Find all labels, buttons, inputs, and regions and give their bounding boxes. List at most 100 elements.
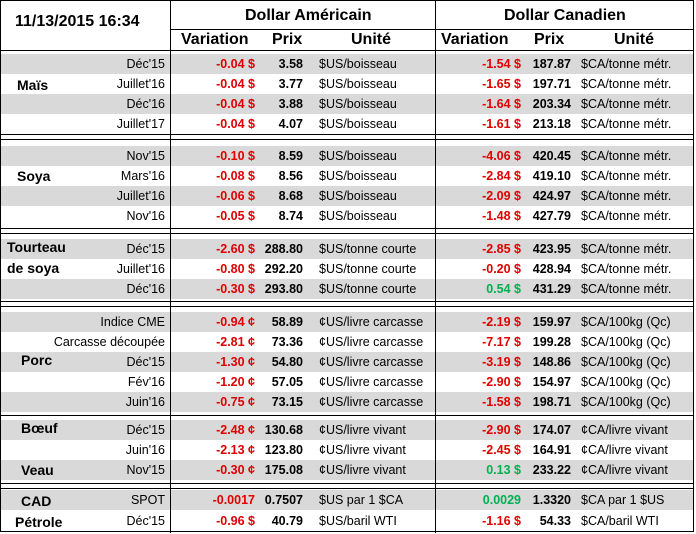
- usd-price: 40.79: [271, 514, 303, 528]
- contract-label: Déc'15: [126, 242, 165, 256]
- cad-unit: ¢CA/livre vivant: [581, 443, 668, 457]
- usd-variation: -0.30 ¢: [216, 463, 255, 477]
- usd-variation: -0.80 $: [216, 262, 255, 276]
- cad-variation: -2.84 $: [482, 169, 521, 183]
- usd-variation: -0.10 $: [216, 149, 255, 163]
- cad-variation: -1.54 $: [482, 57, 521, 71]
- usd-unit: $US/tonne courte: [319, 282, 417, 296]
- contract-label: Déc'15: [126, 355, 165, 369]
- usd-variation: -2.48 ¢: [216, 423, 255, 437]
- usd-unit: ¢US/livre carcasse: [319, 355, 424, 369]
- cad-unit: $CA/tonne métr.: [581, 97, 672, 111]
- cad-unit: $CA/tonne métr.: [581, 77, 672, 91]
- usd-variation: -2.13 ¢: [216, 443, 255, 457]
- contract-label: Juillet'17: [116, 117, 165, 131]
- usd-unite-header: Unité: [351, 31, 391, 48]
- table-row: Déc'15 -2.48 ¢ 130.68 ¢US/livre vivant -2.90…: [1, 420, 693, 440]
- cad-variation: -1.48 $: [482, 209, 521, 223]
- contract-label: Déc'16: [126, 97, 165, 111]
- cad-variation: -2.90 $: [482, 423, 521, 437]
- usd-price: 58.89: [271, 315, 303, 329]
- usd-variation: -1.30 ¢: [216, 355, 255, 369]
- cad-unit: ¢CA/livre vivant: [581, 423, 668, 437]
- contract-label: Juin'16: [125, 395, 165, 409]
- cad-price: 419.10: [532, 169, 571, 183]
- cad-price: 159.97: [532, 315, 571, 329]
- table-row: Déc'15 -0.04 $ 3.58 $US/boisseau -1.54 $ 187.…: [1, 54, 693, 74]
- table-row: Nov'15 -0.30 ¢ 175.08 ¢US/livre vivant 0.13 …: [1, 460, 693, 480]
- cad-price: 54.33: [539, 514, 571, 528]
- cad-price: 199.28: [532, 335, 571, 349]
- cad-unit: $CA/tonne métr.: [581, 209, 672, 223]
- usd-unit: $US par 1 $CA: [319, 493, 404, 507]
- usd-variation: -2.81 ¢: [216, 335, 255, 349]
- usd-unit: $US/boisseau: [319, 149, 397, 163]
- usd-unit: ¢US/livre carcasse: [319, 375, 424, 389]
- table-row: Déc'16 -0.30 $ 293.80 $US/tonne courte 0.54 …: [1, 279, 693, 299]
- contract-label: Juillet'16: [116, 77, 165, 91]
- usd-variation: -0.04 $: [216, 57, 255, 71]
- cad-unit: $CA/tonne métr.: [581, 117, 672, 131]
- usd-unit: $US/boisseau: [319, 97, 397, 111]
- usd-price: 293.80: [264, 282, 303, 296]
- group-label-petrole: Pétrole: [15, 514, 63, 530]
- usd-price: 123.80: [264, 443, 303, 457]
- table-row: Déc'15 -1.30 ¢ 54.80 ¢US/livre carcasse -3.1…: [1, 352, 693, 372]
- usd-unit: ¢US/livre vivant: [319, 463, 406, 477]
- usd-unit: $US/boisseau: [319, 77, 397, 91]
- usd-price: 3.88: [278, 97, 303, 111]
- cad-price: 148.86: [532, 355, 571, 369]
- usd-variation: -0.96 $: [216, 514, 255, 528]
- cad-variation-header: Variation: [441, 31, 509, 48]
- usd-price: 4.07: [278, 117, 303, 131]
- contract-label: Indice CME: [100, 315, 165, 329]
- contract-label: Juillet'16: [116, 262, 165, 276]
- cad-variation: -7.17 $: [482, 335, 521, 349]
- contract-label: SPOT: [130, 493, 165, 507]
- usd-variation: -0.04 $: [216, 97, 255, 111]
- cad-price: 187.87: [532, 57, 571, 71]
- group-label-porc: Porc: [21, 352, 53, 368]
- usd-variation: -0.05 $: [216, 209, 255, 223]
- usd-unit: ¢US/livre carcasse: [319, 395, 424, 409]
- table-row: Nov'16 -0.05 $ 8.74 $US/boisseau -1.48 $ 427.…: [1, 206, 693, 226]
- cad-variation: 0.54 $: [486, 282, 521, 296]
- cad-unit: $CA/100kg (Qc): [581, 395, 671, 409]
- table-row: Juillet'16 -0.04 $ 3.77 $US/boisseau -1.65 $…: [1, 74, 693, 94]
- table-row: Déc'15 -2.60 $ 288.80 $US/tonne courte -2.85…: [1, 239, 693, 259]
- usd-unit: $US/tonne courte: [319, 262, 417, 276]
- cad-unite-header: Unité: [614, 31, 654, 48]
- group-label-tourteau: Tourteau de soya: [7, 239, 66, 276]
- usd-price: 54.80: [271, 355, 303, 369]
- contract-label: Déc'15: [126, 423, 165, 437]
- usd-prix-header: Prix: [272, 31, 303, 48]
- table-row: Déc'16 -0.04 $ 3.88 $US/boisseau -1.64 $ 203.…: [1, 94, 693, 114]
- contract-label: Nov'15: [126, 149, 165, 163]
- contract-label: Juin'16: [125, 443, 165, 457]
- cad-unit: $CA/baril WTI: [581, 514, 659, 528]
- usd-unit: $US/boisseau: [319, 189, 397, 203]
- cad-price: 197.71: [532, 77, 571, 91]
- group-label-mais: Maïs: [17, 77, 49, 93]
- cad-price: 428.94: [532, 262, 571, 276]
- cad-unit: $CA/tonne métr.: [581, 57, 672, 71]
- cad-price: 203.34: [532, 97, 571, 111]
- table-row: Déc'15 -0.96 $ 40.79 $US/baril WTI -1.16 $ 54…: [1, 511, 693, 531]
- contract-label: Nov'15: [126, 463, 165, 477]
- cad-variation: -1.64 $: [482, 97, 521, 111]
- usd-variation: -0.04 $: [216, 77, 255, 91]
- cad-unit: $CA/tonne métr.: [581, 169, 672, 183]
- table-row: Juillet'17 -0.04 $ 4.07 $US/boisseau -1.61 $…: [1, 114, 693, 134]
- group-separator: [1, 301, 693, 307]
- usd-unit: ¢US/livre carcasse: [319, 315, 424, 329]
- usd-price: 8.59: [278, 149, 303, 163]
- cad-price: 1.3320: [532, 493, 571, 507]
- usd-price: 3.58: [278, 57, 303, 71]
- cad-variation: -1.61 $: [482, 117, 521, 131]
- usd-price: 175.08: [264, 463, 303, 477]
- cad-unit: $CA/tonne métr.: [581, 282, 672, 296]
- cad-variation: 0.0029: [482, 493, 521, 507]
- cad-variation: -0.20 $: [482, 262, 521, 276]
- cad-variation: -1.16 $: [482, 514, 521, 528]
- cad-price: 420.45: [532, 149, 571, 163]
